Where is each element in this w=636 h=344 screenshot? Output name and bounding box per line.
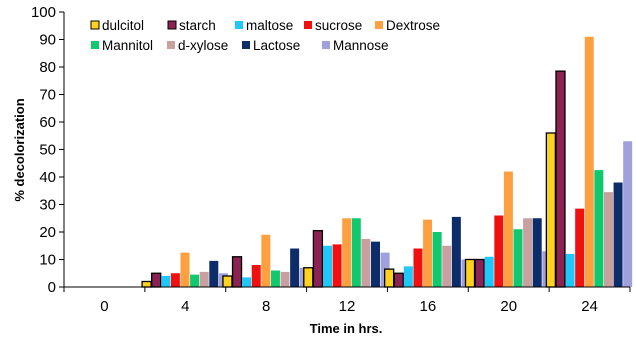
bar-sucrose-4 — [170, 273, 180, 287]
legend-swatch — [167, 20, 177, 30]
bar-lactose-12 — [371, 241, 380, 288]
legend-label: Mannitol — [102, 38, 153, 53]
bar-d-xylose-20 — [523, 218, 533, 287]
bar-dextrose-24 — [584, 36, 594, 287]
legend-label: Mannose — [333, 38, 389, 53]
bar-mannose-24 — [623, 141, 633, 287]
y-tick-label: 90 — [39, 32, 56, 49]
bar-sucrose-24 — [575, 208, 585, 288]
bar-sucrose-16 — [413, 248, 423, 287]
x-tick-label: 8 — [262, 298, 270, 315]
legend-label: Lactose — [253, 38, 300, 53]
bar-starch-20 — [474, 258, 485, 288]
legend-swatch — [91, 41, 99, 49]
bar-starch-24 — [555, 70, 566, 288]
bar-maltose-24 — [565, 254, 575, 287]
legend-label: d-xylose — [178, 38, 228, 53]
y-tick-label: 100 — [31, 4, 56, 21]
bar-d-xylose-16 — [442, 245, 452, 287]
legend-label: sucrose — [315, 18, 362, 33]
x-tick-label: 4 — [181, 298, 189, 315]
bar-maltose-4 — [161, 276, 171, 287]
y-tick-label: 60 — [39, 114, 56, 131]
bar-lactose-24 — [613, 182, 623, 287]
bar-dulcitol-8 — [222, 275, 233, 288]
x-axis-title: Time in hrs. — [310, 321, 383, 336]
legend-label: starch — [179, 18, 216, 33]
bar-dulcitol-4 — [141, 280, 152, 288]
legend-swatch — [304, 21, 312, 29]
y-tick-label: 40 — [39, 169, 56, 186]
y-tick-label: 0 — [48, 279, 56, 296]
y-tick-label: 30 — [39, 197, 56, 214]
bar-dextrose-4 — [180, 252, 190, 288]
x-tick-label: 12 — [339, 298, 356, 315]
bars-layer — [141, 36, 633, 288]
bar-sucrose-12 — [332, 244, 342, 288]
bar-starch-8 — [231, 256, 243, 288]
bar-dulcitol-16 — [384, 268, 395, 288]
bar-maltose-16 — [403, 266, 413, 288]
y-tick-label: 80 — [39, 59, 56, 76]
bar-dulcitol-20 — [464, 258, 476, 288]
bar-dextrose-20 — [503, 171, 513, 287]
bar-mannitol-16 — [432, 232, 442, 287]
legend: dulcitol starch maltose sucrose Dextrose Mann… — [90, 18, 440, 53]
bar-maltose-8 — [242, 277, 252, 288]
bar-sucrose-8 — [251, 265, 261, 287]
bar-lactose-16 — [451, 216, 461, 288]
bar-starch-16 — [393, 272, 404, 288]
y-tick-label: 20 — [39, 224, 56, 241]
y-tick-label: 50 — [39, 142, 56, 159]
bar-maltose-20 — [484, 256, 494, 287]
legend-label: dulcitol — [102, 18, 144, 33]
legend-swatch — [375, 21, 383, 29]
axes-layer: 0 10 20 30 40 50 60 70 80 90 100 0 4 8 12 16 20 24 — [31, 4, 631, 315]
bar-dulcitol-12 — [303, 267, 314, 288]
legend-swatch — [167, 41, 175, 49]
y-tick-label: 10 — [39, 252, 56, 269]
bar-mannitol-8 — [270, 270, 280, 287]
y-tick-label: 70 — [39, 87, 56, 104]
bar-dulcitol-24 — [545, 132, 557, 288]
legend-swatch — [322, 41, 330, 49]
bar-mannitol-24 — [594, 170, 604, 288]
legend-label: Dextrose — [386, 18, 440, 33]
bar-dextrose-8 — [261, 234, 271, 287]
legend-swatch — [242, 41, 250, 49]
x-tick-label: 16 — [420, 298, 437, 315]
bar-lactose-4 — [209, 260, 219, 288]
legend-swatch — [235, 21, 243, 29]
bar-mannitol-4 — [190, 274, 200, 288]
legend-label: maltose — [246, 18, 293, 33]
bar-mannitol-20 — [513, 229, 523, 287]
bar-mannitol-12 — [351, 218, 361, 287]
bar-d-xylose-12 — [361, 238, 371, 288]
bar-starch-12 — [312, 229, 324, 288]
bar-dextrose-12 — [342, 218, 352, 287]
bar-d-xylose-8 — [280, 271, 290, 288]
x-tick-label: 20 — [500, 298, 517, 315]
bar-lactose-20 — [532, 218, 542, 287]
x-tick-label: 0 — [100, 298, 108, 315]
legend-swatch — [90, 20, 100, 30]
bar-lactose-8 — [290, 248, 300, 287]
bar-starch-4 — [151, 272, 162, 288]
x-tick-label: 24 — [581, 298, 598, 315]
y-axis-title: % decolorization — [12, 98, 27, 201]
bar-d-xylose-24 — [603, 192, 613, 288]
bar-sucrose-20 — [494, 215, 504, 287]
bar-dextrose-16 — [423, 219, 433, 288]
bar-d-xylose-4 — [199, 271, 209, 288]
bar-maltose-12 — [323, 245, 332, 287]
